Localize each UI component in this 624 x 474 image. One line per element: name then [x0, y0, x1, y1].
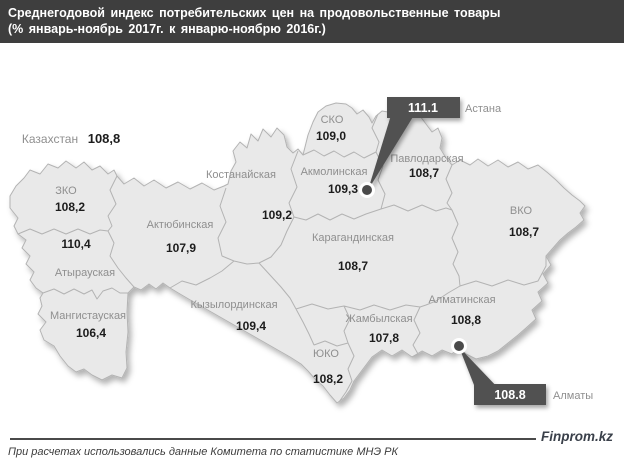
region-value-akmola: 109,3	[328, 182, 358, 196]
region-value-almaty-region: 108,8	[451, 313, 481, 327]
almaty-callout-value: 108.8	[494, 388, 525, 402]
region-name-atyrau: Атырауская	[55, 267, 115, 279]
region-name-kyzylorda: Кызылординская	[190, 299, 277, 311]
region-value-atyrau: 110,4	[61, 237, 91, 251]
region-value-sko: 109,0	[316, 129, 346, 143]
astana-callout-value: 111.1	[408, 101, 438, 115]
region-value-pavlodar: 108,7	[409, 166, 439, 180]
astana-callout	[368, 97, 460, 190]
region-value-aktobe: 107,9	[166, 241, 196, 255]
region-name-yuko: ЮКО	[313, 348, 339, 360]
region-name-almaty-region: Алматинская	[428, 294, 495, 306]
almaty-callout-box	[474, 384, 546, 405]
region-value-mangistau: 106,4	[76, 326, 106, 340]
region-name-zhambyl: Жамбылская	[345, 313, 412, 325]
region-name-zko: ЗКО	[55, 185, 77, 197]
header-title-line1: Среднегодовой индекс потребительских цен…	[8, 6, 501, 20]
country-value-label: 108,8	[88, 131, 121, 146]
almaty-city-label: Алматы	[553, 390, 593, 402]
astana-callout-box	[387, 97, 460, 118]
almaty-callout	[459, 347, 546, 405]
region-name-aktobe: Актюбинская	[147, 219, 214, 231]
region-name-vko: ВКО	[510, 205, 533, 217]
astana-marker-dot	[362, 185, 372, 195]
region-value-kyzylorda: 109,4	[236, 319, 266, 333]
region-value-kostanay: 109,2	[262, 208, 292, 222]
footer-divider	[10, 438, 536, 440]
region-value-karaganda: 108,7	[338, 259, 368, 273]
region-name-akmola: Акмолинская	[301, 166, 368, 178]
region-value-yuko: 108,2	[313, 372, 343, 386]
region-name-pavlodar: Павлодарская	[390, 153, 463, 165]
source-note: При расчетах использовались данные Комит…	[8, 446, 398, 458]
almaty-marker-dot	[454, 341, 464, 351]
region-value-zhambyl: 107,8	[369, 331, 399, 345]
country-silhouette	[9, 102, 586, 404]
astana-city-label: Астана	[465, 103, 502, 115]
region-value-vko: 108,7	[509, 225, 539, 239]
almaty-callout-pointer	[459, 347, 500, 390]
region-name-mangistau: Мангистауская	[50, 310, 126, 322]
brand-logo-text: Finprom.kz	[541, 429, 614, 444]
region-name-sko: СКО	[321, 114, 344, 126]
header-bar: Среднегодовой индекс потребительских цен…	[0, 0, 624, 43]
astana-callout-pointer	[368, 112, 416, 190]
region-name-karaganda: Карагандинская	[312, 232, 394, 244]
country-name-label: Казахстан	[22, 132, 78, 146]
header-title-line2: (% январь-ноябрь 2017г. к январю-ноябрю …	[8, 22, 326, 36]
region-borders	[17, 113, 547, 403]
region-value-zko: 108,2	[55, 200, 85, 214]
region-name-kostanay: Костанайская	[206, 169, 276, 181]
